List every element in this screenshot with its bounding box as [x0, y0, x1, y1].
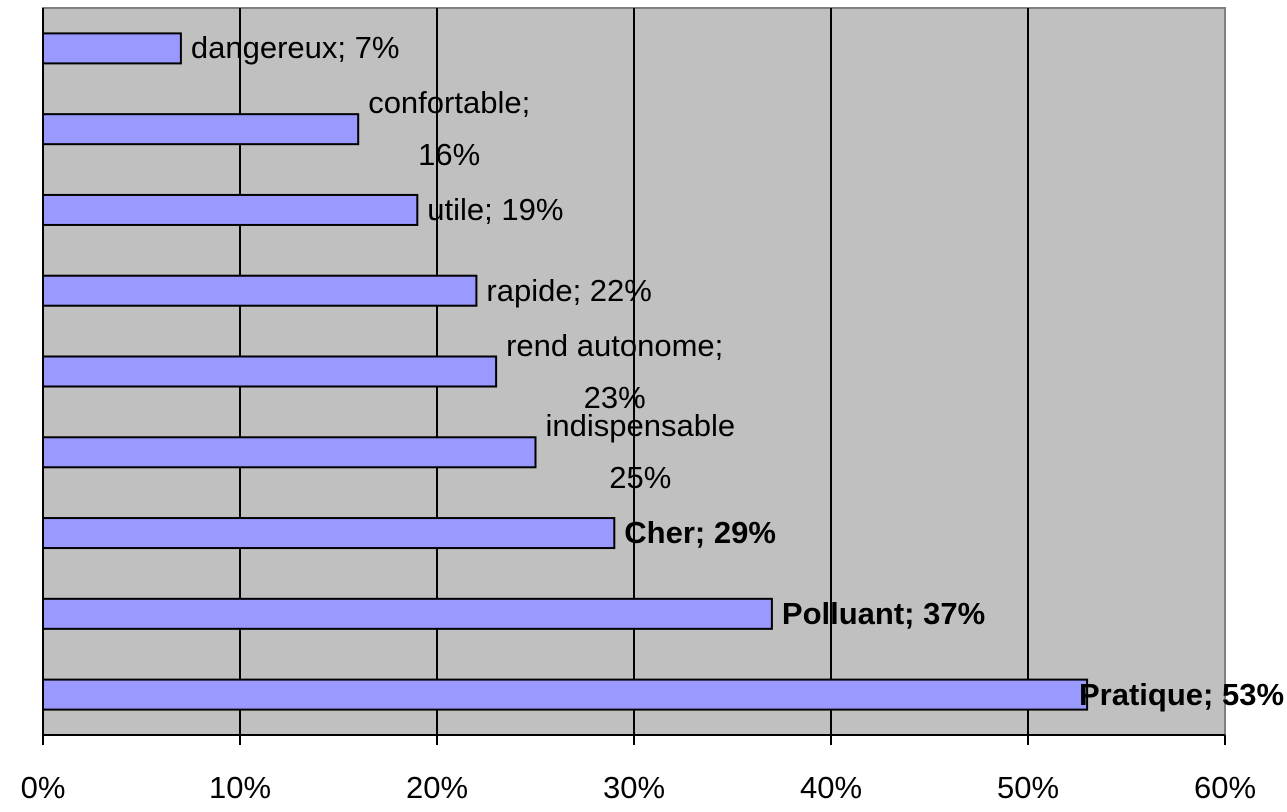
- bar: [42, 597, 773, 630]
- data-label: rend autonome; 23%: [506, 327, 724, 415]
- data-label: Cher; 29%: [624, 515, 776, 551]
- data-label: Polluant; 37%: [781, 595, 986, 631]
- x-tick-label: 30%: [603, 770, 665, 805]
- bar: [42, 32, 182, 65]
- bar: [42, 113, 360, 146]
- x-tick-label: 20%: [406, 770, 468, 805]
- x-tick-label: 0%: [21, 770, 66, 805]
- bar: [42, 436, 537, 469]
- bar: [42, 193, 419, 226]
- data-label: utile; 19%: [427, 191, 564, 227]
- bar: [42, 274, 478, 307]
- x-tick-label: 50%: [997, 770, 1059, 805]
- bar: [42, 355, 498, 388]
- x-tick-label: 10%: [209, 770, 271, 805]
- data-label: dangereux; 7%: [190, 30, 400, 66]
- data-label: confortable; 16%: [368, 85, 531, 173]
- data-label: rapide; 22%: [486, 272, 652, 308]
- data-label: indispensable 25%: [545, 408, 736, 496]
- x-tick-label: 60%: [1194, 770, 1256, 805]
- bar: [42, 517, 616, 550]
- bar: [42, 678, 1089, 711]
- x-tick-label: 40%: [800, 770, 862, 805]
- data-label: Pratique; 53%: [1079, 676, 1285, 712]
